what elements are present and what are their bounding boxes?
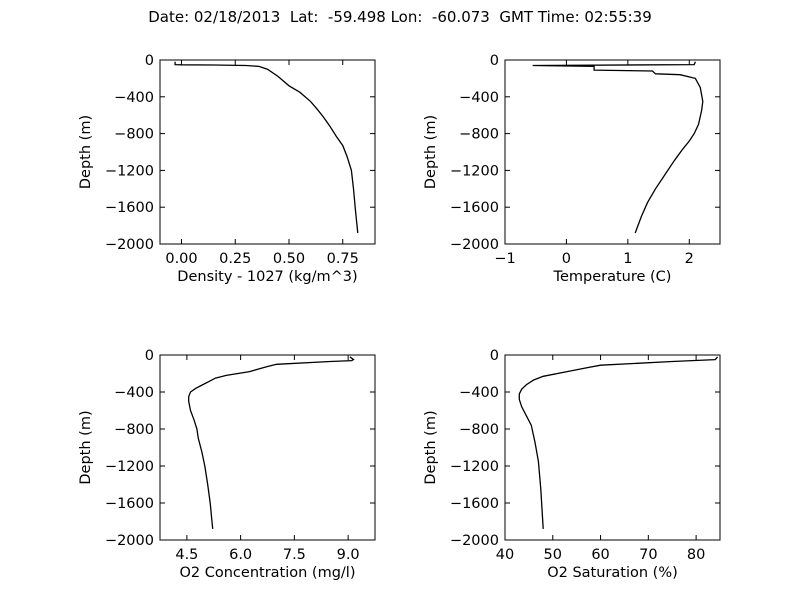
o2-saturation-xtick-label: 70 [639,547,657,563]
o2-concentration-ytick-label: −2000 [105,533,154,549]
o2-saturation-ytick-label: −800 [459,422,499,438]
density-series-line [174,61,359,234]
o2-saturation-axes-frame [504,354,721,541]
o2-concentration-xtick-label: 9.0 [337,547,360,563]
o2-concentration-ytick-label: −800 [114,422,154,438]
temperature-xlabel: Temperature (C) [553,269,672,285]
density-axes-frame [159,59,376,245]
density-xtick-label: 0.00 [165,251,197,267]
o2-saturation-xlabel: O2 Saturation (%) [547,565,678,581]
temperature-ytick-label: −1600 [450,200,499,216]
temperature-xtick-label: 1 [623,251,632,267]
temperature-ytick-label: 0 [490,53,499,69]
temperature-ytick-label: −400 [459,90,499,106]
o2-saturation-ytick-label: −1200 [450,459,499,475]
density-xtick-label: 0.75 [327,251,359,267]
o2-concentration-xlabel: O2 Concentration (mg/l) [180,565,356,581]
density-xlabel: Density - 1027 (kg/m^3) [177,269,357,285]
o2-saturation-ytick-label: 0 [490,348,499,364]
temperature-axes-frame [504,59,721,245]
density-ytick-label: 0 [145,53,154,69]
o2-concentration-xtick-label: 4.5 [175,547,198,563]
o2-concentration-ytick-label: 0 [145,348,154,364]
o2-concentration-xtick-label: 7.5 [283,547,306,563]
density-ytick-label: −2000 [105,237,154,253]
temperature-ytick-label: −800 [459,127,499,143]
density-xtick-label: 0.25 [219,251,251,267]
density-ylabel: Depth (m) [78,115,94,189]
o2-saturation-series-line [518,356,719,529]
o2-saturation-ytick-label: −400 [459,385,499,401]
o2-concentration-ytick-label: −1200 [105,459,154,475]
temperature-ytick-label: −1200 [450,163,499,179]
o2-saturation-xtick-label: 40 [496,547,514,563]
o2-saturation-xtick-label: 50 [544,547,562,563]
o2-saturation-ylabel: Depth (m) [423,410,439,484]
o2-concentration-axes-frame [159,354,376,541]
o2-concentration-ylabel: Depth (m) [78,410,94,484]
o2-saturation-ytick-label: −2000 [450,533,499,549]
figure-title: Date: 02/18/2013 Lat: -59.498 Lon: -60.0… [148,8,652,26]
temperature-ytick-label: −2000 [450,237,499,253]
temperature-xtick-label: 0 [562,251,571,267]
temperature-xtick-label: −1 [494,251,515,267]
density-ytick-label: −400 [114,90,154,106]
o2-concentration-series-line [188,356,355,529]
density-ytick-label: −1200 [105,163,154,179]
o2-saturation-ytick-label: −1600 [450,496,499,512]
o2-saturation-xtick-label: 80 [687,547,705,563]
o2-concentration-ytick-label: −1600 [105,496,154,512]
temperature-ylabel: Depth (m) [423,115,439,189]
o2-saturation-xtick-label: 60 [591,547,609,563]
o2-concentration-xtick-label: 6.0 [229,547,252,563]
density-ytick-label: −1600 [105,200,154,216]
density-xtick-label: 0.50 [273,251,305,267]
density-ytick-label: −800 [114,127,154,143]
o2-concentration-ytick-label: −400 [114,385,154,401]
temperature-series-line [532,61,704,234]
temperature-xtick-label: 2 [685,251,694,267]
